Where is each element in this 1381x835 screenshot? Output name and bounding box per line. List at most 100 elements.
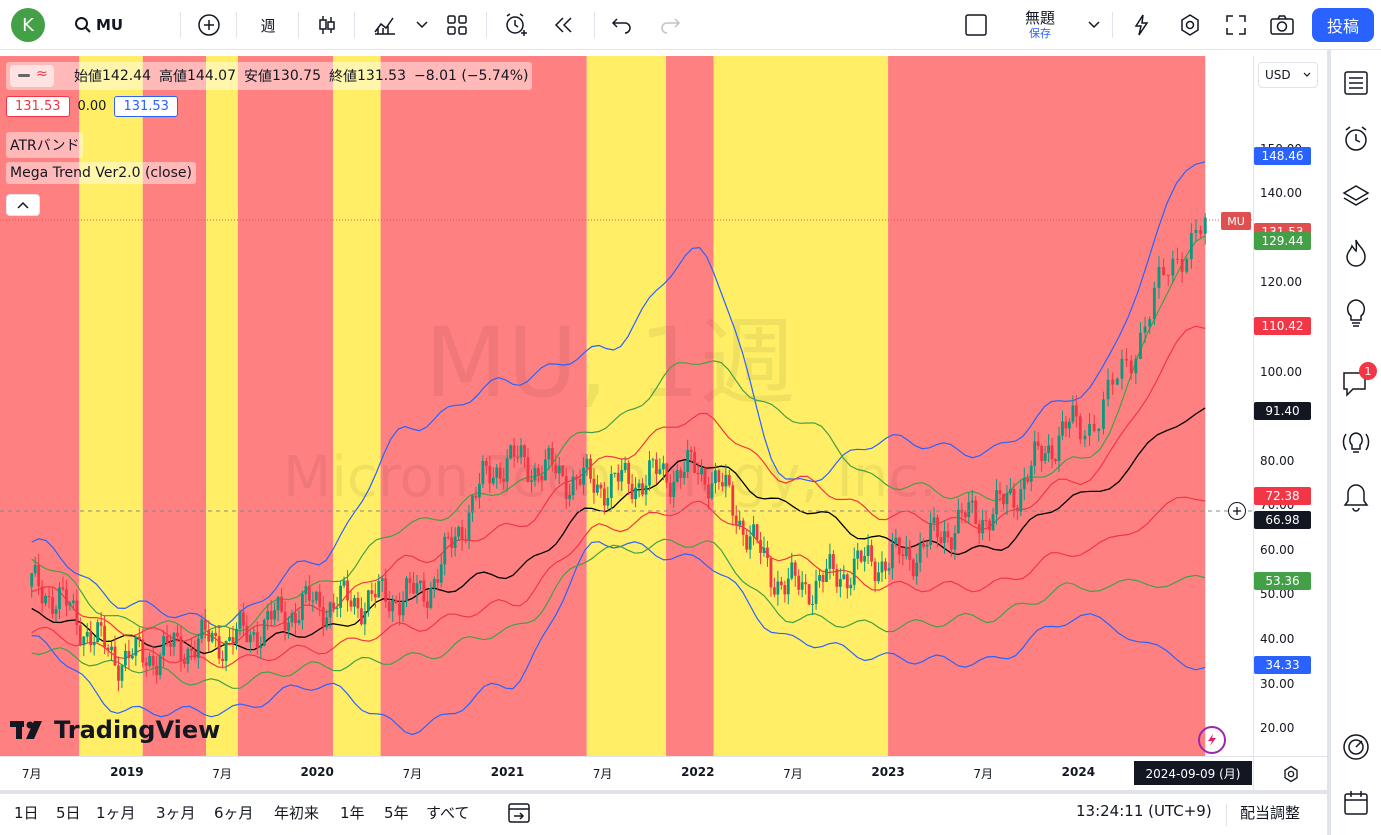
- candle: [1157, 255, 1161, 299]
- candle: [1057, 426, 1061, 473]
- range-button[interactable]: 1年: [340, 804, 365, 822]
- candle: [700, 459, 703, 482]
- candle: [918, 532, 922, 573]
- redo-button[interactable]: [654, 0, 686, 50]
- goto-date-button[interactable]: [506, 800, 532, 830]
- indicator-legend-mega-trend[interactable]: Mega Trend Ver2.0 (close): [6, 162, 196, 184]
- candle: [849, 577, 853, 596]
- candle: [391, 595, 395, 622]
- candle: [33, 556, 37, 577]
- layout-menu-dropdown[interactable]: [1084, 0, 1104, 50]
- ideas-button[interactable]: [1339, 296, 1373, 330]
- range-button[interactable]: 1ヶ月: [96, 804, 136, 822]
- time-axis[interactable]: 7月 2019 7月 2020 7月 2021 7月 2022 7月 2023 7月 2024 202…: [0, 756, 1253, 790]
- alert-button[interactable]: [500, 0, 532, 50]
- price-chart[interactable]: MU, 1週 Micron Technology, Inc.: [0, 56, 1253, 756]
- regime-band-4: [237, 56, 334, 756]
- legend-collapse-button[interactable]: [6, 194, 40, 216]
- candle: [932, 507, 936, 531]
- range-button[interactable]: 1日: [14, 804, 39, 822]
- candle: [1043, 445, 1047, 465]
- fullscreen-button[interactable]: [1220, 0, 1252, 50]
- legend-toggle-icon[interactable]: ≈: [10, 65, 54, 87]
- dom-button[interactable]: [1339, 730, 1373, 764]
- price-tick-label: 140.00: [1260, 186, 1302, 201]
- templates-button[interactable]: [442, 0, 472, 50]
- hotlists-button[interactable]: [1339, 236, 1373, 270]
- candle: [956, 498, 960, 534]
- price-axis-tag: 53.36: [1254, 571, 1311, 590]
- alerts-panel-button[interactable]: [1339, 122, 1373, 156]
- notifications-button[interactable]: [1339, 480, 1373, 514]
- dividend-adjust-button[interactable]: 配当調整: [1240, 804, 1301, 822]
- chats-button[interactable]: 1: [1339, 362, 1377, 400]
- candle: [1078, 413, 1082, 445]
- chart-pane[interactable]: MU, 1週 Micron Technology, Inc. ≈ 始値 142.…: [0, 56, 1253, 756]
- candle: [786, 567, 790, 605]
- layout-name: 無題: [1024, 9, 1055, 27]
- quick-search-button[interactable]: [1126, 0, 1158, 50]
- range-button[interactable]: すべて: [426, 804, 470, 822]
- regime-band-0: [0, 56, 80, 756]
- candle: [491, 467, 495, 486]
- candle: [245, 615, 249, 643]
- user-avatar[interactable]: K: [10, 0, 46, 50]
- candle: [498, 462, 502, 484]
- candle: [727, 469, 731, 488]
- compare-add-button[interactable]: [194, 0, 224, 50]
- range-button[interactable]: 5日: [56, 804, 81, 822]
- watchlist-button[interactable]: [1339, 66, 1373, 100]
- indicators-button[interactable]: [370, 0, 400, 50]
- snapshot-button[interactable]: [1266, 0, 1298, 50]
- object-tree-button[interactable]: [1339, 180, 1373, 214]
- candle: [779, 576, 783, 590]
- indicator-mega-trend-label: Mega Trend Ver2.0 (close): [6, 162, 196, 184]
- candle: [328, 601, 332, 629]
- candle: [450, 526, 454, 558]
- candle: [1029, 460, 1033, 492]
- candle: [314, 590, 318, 604]
- range-button[interactable]: 年初来: [274, 804, 320, 822]
- layout-name-button[interactable]: 無題 保存: [1010, 0, 1070, 50]
- streams-button[interactable]: [1339, 426, 1373, 460]
- candle: [814, 569, 818, 610]
- calendar-button[interactable]: [1339, 786, 1373, 820]
- price-axis[interactable]: USD 150.00140.00120.00110.00100.0090.008…: [1221, 56, 1327, 756]
- interval-button[interactable]: 週: [252, 0, 284, 50]
- candle: [37, 553, 41, 596]
- layout-select-button[interactable]: [960, 0, 992, 50]
- undo-button[interactable]: [606, 0, 638, 50]
- chart-type-button[interactable]: [312, 0, 342, 50]
- candle: [974, 496, 978, 525]
- currency-select[interactable]: USD: [1258, 62, 1318, 88]
- indicator-legend-atr[interactable]: ATRバンド: [6, 132, 84, 158]
- sell-button[interactable]: 131.53: [6, 96, 70, 117]
- tradingview-logo[interactable]: TradingView: [10, 716, 220, 744]
- post-button[interactable]: 投稿: [1312, 0, 1374, 50]
- candle: [439, 553, 443, 588]
- candle: [266, 604, 270, 631]
- regime-band-8: [666, 56, 714, 756]
- settings-button[interactable]: [1174, 0, 1206, 50]
- range-button[interactable]: 3ヶ月: [156, 804, 196, 822]
- candle: [176, 624, 179, 640]
- candle: [380, 576, 384, 592]
- range-button[interactable]: 6ヶ月: [214, 804, 254, 822]
- axis-settings-button[interactable]: [1253, 756, 1327, 790]
- buy-button[interactable]: 131.53: [114, 96, 178, 117]
- candle: [172, 632, 176, 656]
- feedback-icon[interactable]: [1198, 726, 1226, 754]
- gear-icon: [1283, 765, 1298, 782]
- candle: [297, 609, 301, 626]
- replay-button[interactable]: [548, 0, 580, 50]
- clock-timezone[interactable]: 13:24:11 (UTC+9): [1076, 802, 1212, 820]
- indicators-dropdown[interactable]: [412, 0, 432, 50]
- range-button[interactable]: 5年: [384, 804, 409, 822]
- symbol-search-button[interactable]: MU: [74, 0, 134, 50]
- candle: [318, 584, 322, 617]
- candle: [366, 589, 370, 617]
- candle: [127, 639, 131, 670]
- high-value: 144.07: [187, 68, 236, 84]
- candle: [811, 595, 814, 616]
- add-alert-plus-button[interactable]: [1228, 502, 1246, 520]
